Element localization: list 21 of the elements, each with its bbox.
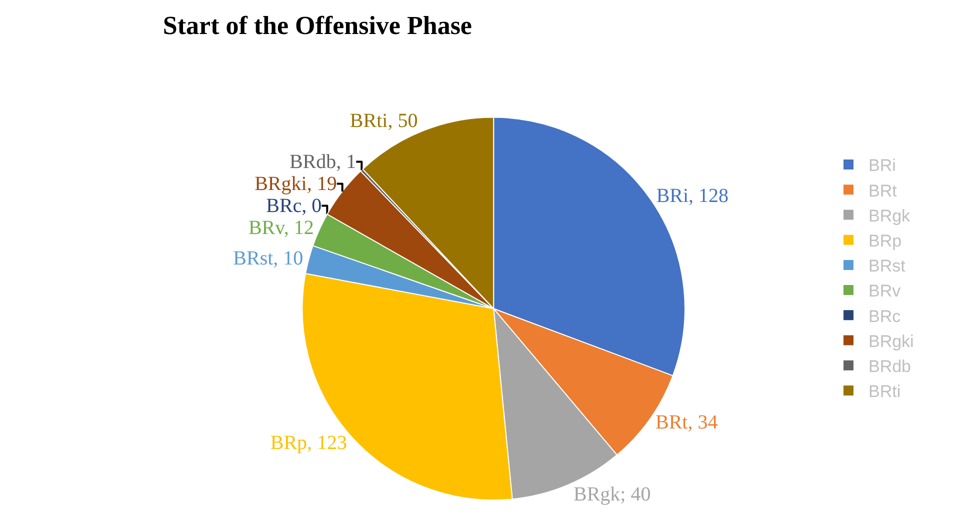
text: BRc, 0 (266, 194, 322, 217)
legend-label: BRst (868, 256, 906, 276)
data-label: BRti, 50 (350, 110, 418, 132)
legend-label: BRgki (868, 332, 914, 351)
legend-label: BRdb (868, 356, 912, 376)
legend-label: BRv (868, 282, 902, 301)
legend-label: BRti (868, 382, 901, 402)
data-label: BRp, 123 (270, 432, 348, 454)
data-label: BRi, 128 (656, 185, 729, 208)
data-label: BRv, 12 (248, 216, 314, 239)
legend-label: BRt (868, 181, 898, 200)
data-label: BRgki, 19 (254, 172, 337, 195)
data-label: BRdb, 1 (289, 150, 356, 173)
data-label: BRst, 10 (233, 248, 304, 270)
chart-title: Start of the Offensive Phase (162, 10, 472, 40)
data-label: BRgk; 40 (573, 483, 651, 506)
legend-label: BRc (868, 306, 902, 326)
legend-label: BRp (868, 231, 902, 250)
legend-label: BRi (868, 156, 896, 176)
legend-label: BRgk (868, 206, 911, 226)
data-label: BRt, 34 (656, 412, 718, 434)
